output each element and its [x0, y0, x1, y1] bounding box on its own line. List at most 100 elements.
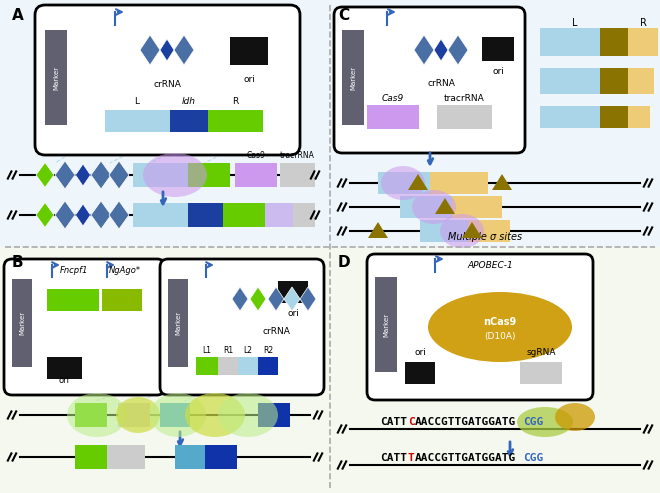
Bar: [238, 357, 258, 375]
FancyBboxPatch shape: [4, 259, 165, 395]
Text: Fncpf1: Fncpf1: [60, 266, 88, 275]
FancyBboxPatch shape: [367, 254, 593, 400]
Polygon shape: [462, 222, 482, 238]
Polygon shape: [55, 201, 75, 229]
Text: Marker: Marker: [19, 311, 25, 335]
Text: ori: ori: [414, 348, 426, 357]
Polygon shape: [300, 287, 316, 311]
Text: CATT: CATT: [380, 417, 407, 427]
Bar: [105, 110, 170, 132]
Bar: [600, 28, 628, 56]
Bar: [12, 279, 32, 367]
Text: crRNA: crRNA: [153, 80, 181, 89]
Bar: [265, 203, 293, 227]
Ellipse shape: [218, 393, 278, 437]
Bar: [223, 203, 265, 227]
Bar: [367, 105, 419, 129]
Bar: [196, 357, 218, 375]
Text: Marker: Marker: [350, 66, 356, 90]
Bar: [628, 68, 654, 94]
Bar: [520, 362, 562, 384]
Bar: [540, 106, 600, 128]
Polygon shape: [408, 174, 428, 190]
Bar: [378, 172, 430, 194]
Ellipse shape: [555, 403, 595, 431]
Text: ori: ori: [492, 67, 504, 76]
Text: (D10A): (D10A): [484, 332, 515, 342]
Bar: [330, 0, 660, 247]
Text: D: D: [338, 255, 350, 270]
Bar: [205, 445, 237, 469]
Polygon shape: [414, 35, 434, 65]
Bar: [482, 37, 514, 61]
Text: Marker: Marker: [383, 313, 389, 337]
Polygon shape: [492, 174, 512, 190]
Bar: [400, 196, 452, 218]
Bar: [452, 196, 502, 218]
Text: NgAgo*: NgAgo*: [109, 266, 141, 275]
Bar: [175, 445, 205, 469]
Bar: [168, 279, 188, 367]
Text: Marker: Marker: [175, 311, 181, 335]
Bar: [160, 403, 190, 427]
Bar: [628, 28, 658, 56]
Polygon shape: [435, 198, 455, 214]
Polygon shape: [284, 287, 300, 311]
Text: CGG: CGG: [523, 417, 543, 427]
Polygon shape: [368, 222, 388, 238]
Text: Cas9: Cas9: [382, 94, 404, 103]
Text: B: B: [12, 255, 24, 270]
Text: L2: L2: [244, 346, 253, 355]
Bar: [0, 0, 330, 247]
Text: R2: R2: [263, 346, 273, 355]
Polygon shape: [75, 204, 90, 226]
Bar: [170, 110, 208, 132]
Ellipse shape: [116, 397, 160, 433]
Polygon shape: [109, 201, 129, 229]
Bar: [118, 403, 150, 427]
Polygon shape: [140, 35, 160, 65]
Bar: [375, 277, 397, 372]
Bar: [102, 289, 142, 311]
Bar: [258, 357, 278, 375]
Bar: [208, 110, 263, 132]
Ellipse shape: [185, 393, 245, 437]
Bar: [342, 30, 364, 125]
Polygon shape: [250, 287, 266, 311]
Bar: [437, 105, 492, 129]
Text: ori: ori: [59, 376, 69, 385]
Text: crRNA: crRNA: [427, 79, 455, 88]
Text: Marker: Marker: [53, 66, 59, 90]
Ellipse shape: [381, 166, 425, 200]
Ellipse shape: [412, 190, 456, 224]
Text: L: L: [572, 18, 578, 28]
Text: R1: R1: [223, 346, 233, 355]
Text: nCas9: nCas9: [483, 317, 517, 327]
Ellipse shape: [150, 393, 206, 437]
Bar: [468, 220, 510, 242]
Polygon shape: [232, 287, 248, 311]
Text: Cas9: Cas9: [247, 151, 265, 160]
Bar: [75, 403, 107, 427]
Bar: [230, 37, 268, 65]
Ellipse shape: [143, 153, 207, 197]
Ellipse shape: [517, 407, 573, 437]
Bar: [133, 203, 188, 227]
Polygon shape: [160, 39, 174, 61]
Bar: [75, 445, 107, 469]
Text: ori: ori: [287, 309, 299, 318]
Bar: [278, 281, 308, 303]
Text: crRNA: crRNA: [262, 327, 290, 336]
Polygon shape: [36, 203, 54, 227]
Bar: [188, 203, 223, 227]
Text: sgRNA: sgRNA: [526, 348, 556, 357]
Polygon shape: [91, 161, 111, 189]
Text: APOBEC-1: APOBEC-1: [467, 261, 513, 270]
Text: R: R: [640, 18, 646, 28]
Text: C: C: [408, 417, 414, 427]
Bar: [430, 172, 488, 194]
Polygon shape: [448, 35, 468, 65]
Bar: [280, 163, 315, 187]
Bar: [45, 30, 67, 125]
Text: A: A: [12, 8, 24, 23]
